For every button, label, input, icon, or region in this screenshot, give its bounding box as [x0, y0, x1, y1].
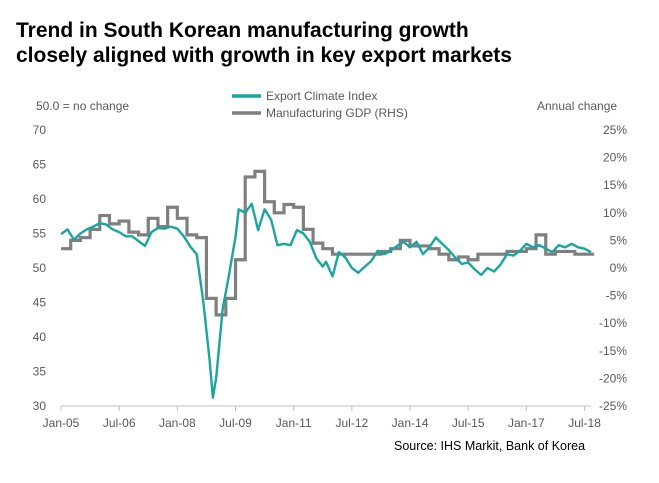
y-right-tick-label: -20% [599, 371, 627, 385]
x-tick-label: Jul-12 [336, 416, 369, 430]
x-tick-label: Jan-11 [276, 416, 312, 430]
y-left-tick-label: 70 [33, 123, 47, 137]
x-tick-label: Jan-17 [508, 416, 545, 430]
x-tick-label: Jul-15 [452, 416, 485, 430]
y-right-tick-label: 0% [610, 261, 628, 275]
source-note: Source: IHS Markit, Bank of Korea [394, 439, 586, 453]
gdp-line [61, 169, 595, 317]
y-right-tick-label: 5% [610, 233, 628, 247]
y-left-tick-label: 55 [33, 227, 47, 241]
y-left-tick-label: 50 [33, 261, 47, 275]
y-right-tick-label: 15% [603, 178, 627, 192]
chart-title-line1: Trend in South Korean manufacturing grow… [16, 19, 469, 42]
y-left-tick-label: 60 [33, 192, 47, 206]
chart-title-line2: closely aligned with growth in key expor… [16, 44, 512, 67]
x-tick-label: Jul-06 [103, 416, 136, 430]
chart-title: Trend in South Korean manufacturing grow… [16, 18, 636, 68]
x-tick-label: Jul-18 [568, 416, 601, 430]
legend-label-gdp: Manufacturing GDP (RHS) [266, 106, 408, 120]
y-right-tick-label: 25% [603, 123, 627, 137]
eci-line [60, 202, 592, 399]
right-axis-note: Annual change [537, 99, 618, 113]
y-left-tick-label: 40 [33, 330, 47, 344]
y-right-tick-label: 20% [603, 151, 627, 165]
y-right-tick-label: -25% [599, 399, 627, 413]
x-tick-label: Jan-05 [43, 416, 80, 430]
x-tick-label: Jul-09 [219, 416, 252, 430]
y-left-tick-label: 45 [33, 296, 47, 310]
y-right-tick-label: 10% [603, 206, 627, 220]
gdp-series [61, 169, 595, 317]
chart-legend: Export Climate Index Manufacturing GDP (R… [232, 89, 408, 120]
chart-axes: 30 35 40 45 50 55 60 65 70 -25% -20% -15% -10% -5% 0% 5… [33, 123, 628, 430]
y-left-tick-label: 35 [33, 365, 47, 379]
left-axis-note: 50.0 = no change [36, 99, 130, 113]
x-tick-label: Jan-14 [392, 416, 429, 430]
eci-series [60, 202, 592, 399]
legend-label-eci: Export Climate Index [266, 89, 377, 103]
y-left-tick-label: 65 [33, 158, 47, 172]
y-right-tick-label: -5% [606, 289, 628, 303]
y-right-tick-label: -15% [599, 344, 627, 358]
x-tick-label: Jan-08 [159, 416, 196, 430]
y-right-tick-label: -10% [599, 316, 627, 330]
y-left-tick-label: 30 [33, 399, 47, 413]
